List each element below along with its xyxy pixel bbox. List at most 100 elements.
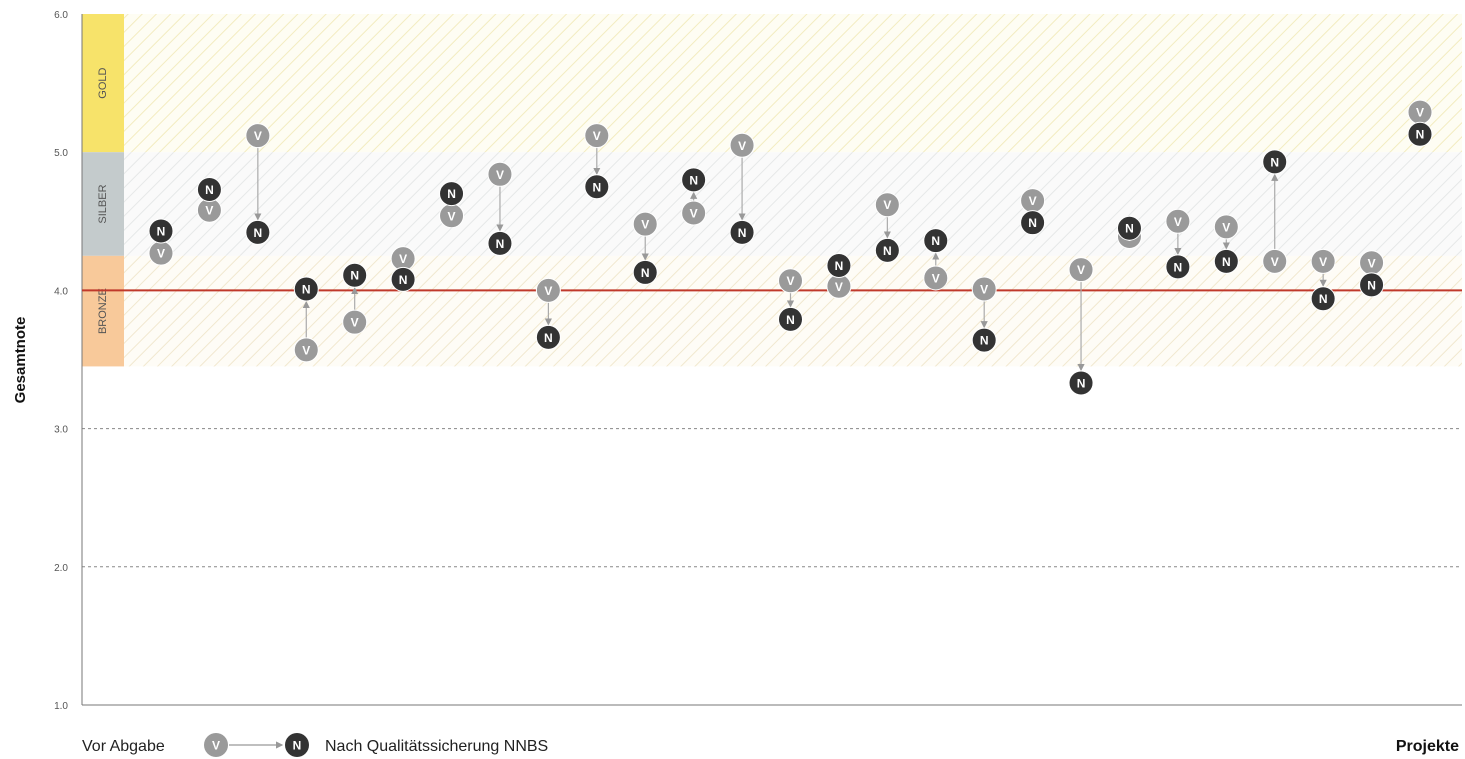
point-before — [1310, 248, 1336, 274]
legend-before-marker — [204, 733, 228, 757]
point-after — [1116, 215, 1142, 241]
band-silber-hatch — [124, 152, 1462, 256]
point-before-letter: V — [593, 129, 601, 143]
band-gold-color — [82, 14, 124, 153]
point-after — [487, 230, 513, 256]
point-after — [971, 327, 997, 353]
point-after-letter: N — [1125, 222, 1134, 236]
point-after — [1407, 121, 1433, 147]
point-before-letter: V — [544, 284, 552, 298]
point-after — [342, 262, 368, 288]
point-after-letter: N — [592, 180, 601, 194]
point-after-letter: N — [689, 173, 698, 187]
legend-before-label: Vor Abgabe — [82, 738, 165, 755]
point-after — [681, 167, 707, 193]
point-before — [1165, 208, 1191, 234]
point-after-letter: N — [1416, 128, 1425, 142]
point-after — [390, 266, 416, 292]
point-after-letter: N — [205, 183, 214, 197]
point-before — [584, 123, 610, 149]
point-after-letter: N — [641, 266, 650, 280]
point-after — [196, 177, 222, 203]
band-silber-color — [82, 152, 124, 256]
y-tick-label: 6.0 — [54, 10, 68, 21]
y-axis-label: Gesamtnote — [12, 317, 29, 404]
point-after-letter: N — [1270, 155, 1279, 169]
point-after-letter: N — [350, 269, 359, 283]
point-after-letter: N — [738, 226, 747, 240]
point-after — [632, 259, 658, 285]
point-after-letter: N — [1077, 376, 1086, 390]
y-tick-label: 2.0 — [54, 563, 68, 574]
point-before-letter: V — [1319, 255, 1327, 269]
point-before-letter: V — [1271, 255, 1279, 269]
point-before-letter: V — [690, 207, 698, 221]
point-after — [1359, 272, 1385, 298]
point-before-letter: V — [1174, 215, 1182, 229]
point-after — [1165, 254, 1191, 280]
y-tick-label: 3.0 — [54, 425, 68, 436]
y-tick-label: 4.0 — [54, 286, 68, 297]
point-before — [293, 337, 319, 363]
point-after-letter: N — [254, 226, 263, 240]
point-after-letter: N — [544, 331, 553, 345]
point-before — [245, 123, 271, 149]
legend-before-marker-letter: V — [212, 739, 220, 753]
point-after-letter: N — [1319, 292, 1328, 306]
legend: Vor Abgabe V N Nach Qualitätssicherung N… — [82, 733, 548, 757]
point-before-letter: V — [205, 204, 213, 218]
point-before — [1262, 248, 1288, 274]
point-before — [1213, 214, 1239, 240]
y-tick-label: 5.0 — [54, 148, 68, 159]
point-before-letter: V — [1077, 263, 1085, 277]
point-before-letter: V — [1416, 106, 1424, 120]
point-after-letter: N — [980, 334, 989, 348]
point-after — [148, 218, 174, 244]
point-before — [923, 265, 949, 291]
point-before-letter: V — [157, 247, 165, 261]
point-before-letter: V — [448, 209, 456, 223]
point-after-letter: N — [1028, 216, 1037, 230]
point-before — [681, 200, 707, 226]
point-before-letter: V — [351, 316, 359, 330]
point-before-letter: V — [932, 271, 940, 285]
band-silber-label: SILBER — [97, 184, 109, 223]
point-after-letter: N — [1367, 278, 1376, 292]
point-before-letter: V — [883, 198, 891, 212]
band-bronze-label: BRONZE — [97, 288, 109, 334]
grid-layer — [82, 428, 1462, 568]
band-gold-label: GOLD — [97, 67, 109, 98]
point-before-letter: V — [1368, 256, 1376, 270]
point-before — [778, 268, 803, 294]
point-before — [487, 161, 513, 187]
point-before — [535, 277, 561, 303]
point-before-letter: V — [1222, 220, 1230, 234]
point-after-letter: N — [883, 244, 892, 258]
point-before-letter: V — [496, 168, 504, 182]
point-after — [1020, 210, 1046, 236]
point-after-letter: N — [447, 187, 456, 201]
point-before-letter: V — [786, 274, 794, 288]
point-before-letter: V — [399, 252, 407, 266]
point-before-letter: V — [302, 343, 310, 357]
point-after-letter: N — [399, 273, 408, 287]
point-after — [923, 228, 949, 254]
point-after — [439, 181, 465, 207]
point-after-letter: N — [157, 224, 166, 238]
legend-after-marker-letter: N — [293, 739, 302, 753]
point-before — [874, 192, 900, 218]
point-after — [535, 324, 561, 350]
point-before — [342, 309, 368, 335]
point-after-letter: N — [835, 259, 844, 273]
point-after — [1068, 370, 1094, 396]
band-gold-hatch — [124, 14, 1462, 153]
marker-layer: VNVNVNVNVNVNVNVNVNVNVNVNVNVNVNVNVNVNVNVN… — [148, 99, 1433, 396]
point-before-letter: V — [980, 283, 988, 297]
point-after-letter: N — [302, 283, 311, 297]
point-before — [971, 276, 997, 302]
connector-layer — [254, 147, 1327, 372]
point-after — [1262, 149, 1288, 175]
point-after — [245, 219, 271, 245]
point-after-letter: N — [931, 234, 940, 248]
